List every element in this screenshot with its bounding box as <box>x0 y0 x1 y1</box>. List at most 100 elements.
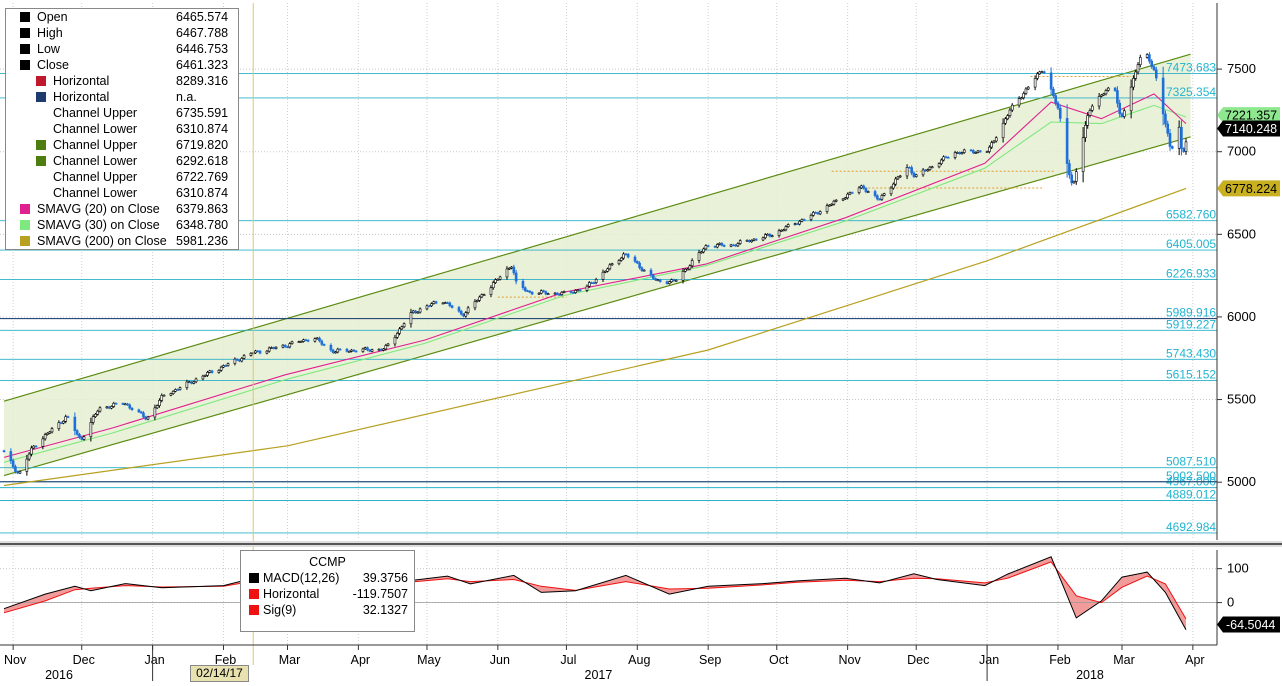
candle-body <box>1138 57 1142 65</box>
candle-body <box>414 310 417 314</box>
candle-body <box>32 445 36 449</box>
candle-body <box>288 343 292 348</box>
candle-body <box>50 428 54 433</box>
candle-body <box>940 159 943 164</box>
candle-body <box>921 169 925 176</box>
candle-body <box>498 276 502 280</box>
legend-series-name: Channel Lower <box>53 122 138 136</box>
candle-body <box>617 260 621 265</box>
channel-lower-line <box>3 136 1191 477</box>
x-axis-year-label: 2018 <box>1076 668 1104 681</box>
candle-body <box>1090 105 1094 111</box>
candle-body <box>66 416 70 418</box>
candle-body <box>1177 126 1181 149</box>
candle-body <box>185 381 189 388</box>
candle-body <box>505 268 509 278</box>
candle-body <box>974 152 977 154</box>
price-tag-label: 7140.248 <box>1225 122 1277 136</box>
candle-body <box>235 358 239 361</box>
legend-series-name: Channel Upper <box>53 170 138 184</box>
x-axis-year-label: 2016 <box>45 668 73 681</box>
candle-body <box>651 274 655 279</box>
candle-body <box>158 400 161 406</box>
candle-body <box>814 212 817 214</box>
candle-body <box>590 282 593 284</box>
candle-body <box>1040 71 1044 73</box>
horizontal-swatch <box>249 589 259 599</box>
candle-body <box>478 296 481 301</box>
candle-body <box>462 313 465 317</box>
legend-series-name: Horizontal <box>53 90 110 104</box>
candle-body <box>34 445 38 448</box>
price-legend-row: SMAVG (200) on Close 5981.236 <box>6 233 238 249</box>
candle-body <box>880 195 884 200</box>
candle-body <box>155 405 159 409</box>
candle-body <box>960 152 964 155</box>
candle-body <box>1113 87 1117 91</box>
price-legend-row: Horizontal 8289.316 <box>6 73 238 89</box>
macd-axis-label: 100 <box>1227 561 1249 576</box>
macd-legend-name: Horizontal <box>263 587 320 601</box>
candle-body <box>46 432 49 435</box>
candle-body <box>562 291 566 293</box>
candle-body <box>27 453 31 460</box>
candle-body <box>73 416 77 431</box>
candle-body <box>649 269 653 276</box>
candle-body <box>1168 133 1172 147</box>
candle-body <box>368 349 372 352</box>
candle-body <box>956 152 959 154</box>
candle-body <box>686 268 689 271</box>
candle-body <box>1088 110 1092 116</box>
candle-body <box>1182 148 1186 152</box>
candle-body <box>690 260 694 267</box>
candle-body <box>146 416 150 420</box>
candle-body <box>542 290 545 292</box>
candle-body <box>658 279 662 282</box>
macd-swatch <box>249 573 259 583</box>
price-tag-bg <box>1217 180 1280 197</box>
candle-body <box>1068 163 1071 176</box>
legend-series-name: Channel Upper <box>53 138 138 152</box>
horizontal-level-label: 6405.005 <box>1166 237 1216 251</box>
candle-body <box>1024 88 1028 94</box>
price-legend-row: SMAVG (20) on Close 6379.863 <box>6 201 238 217</box>
candle-body <box>98 407 102 412</box>
candle-body <box>592 282 596 285</box>
candle-body <box>926 169 929 172</box>
candle-body <box>745 240 749 242</box>
legend-swatch <box>36 92 46 102</box>
legend-series-name: Close <box>37 58 69 72</box>
macd-legend-name: MACD(12,26) <box>263 571 340 585</box>
candle-body <box>697 252 701 261</box>
candle-body <box>290 341 294 344</box>
candle-body <box>450 305 454 308</box>
candle-body <box>1074 171 1078 182</box>
candle-body <box>318 337 321 342</box>
candle-body <box>537 292 541 295</box>
candle-body <box>427 305 431 308</box>
candle-body <box>668 281 671 284</box>
candle-body <box>585 285 589 291</box>
candle-body <box>834 199 838 202</box>
candle-body <box>496 278 500 281</box>
candle-body <box>825 205 829 212</box>
candle-body <box>226 363 230 366</box>
candle-body <box>1150 60 1154 67</box>
candle-body <box>946 156 950 159</box>
candle-body <box>222 365 225 368</box>
candle-body <box>862 185 865 189</box>
price-legend-row: Close 6461.323 <box>6 57 238 73</box>
candle-body <box>729 244 733 247</box>
legend-swatch <box>20 60 30 70</box>
candle-body <box>169 393 173 396</box>
candle-body <box>96 410 100 415</box>
candle-body <box>812 212 815 216</box>
price-legend-row: Low 6446.753 <box>6 41 238 57</box>
candle-body <box>347 351 351 353</box>
candle-body <box>944 156 948 159</box>
candle-body <box>830 203 833 206</box>
candle-body <box>528 290 532 293</box>
candle-body <box>459 310 463 315</box>
price-legend-row: Channel Lower 6310.874 <box>6 121 238 137</box>
candle-body <box>1104 90 1108 95</box>
